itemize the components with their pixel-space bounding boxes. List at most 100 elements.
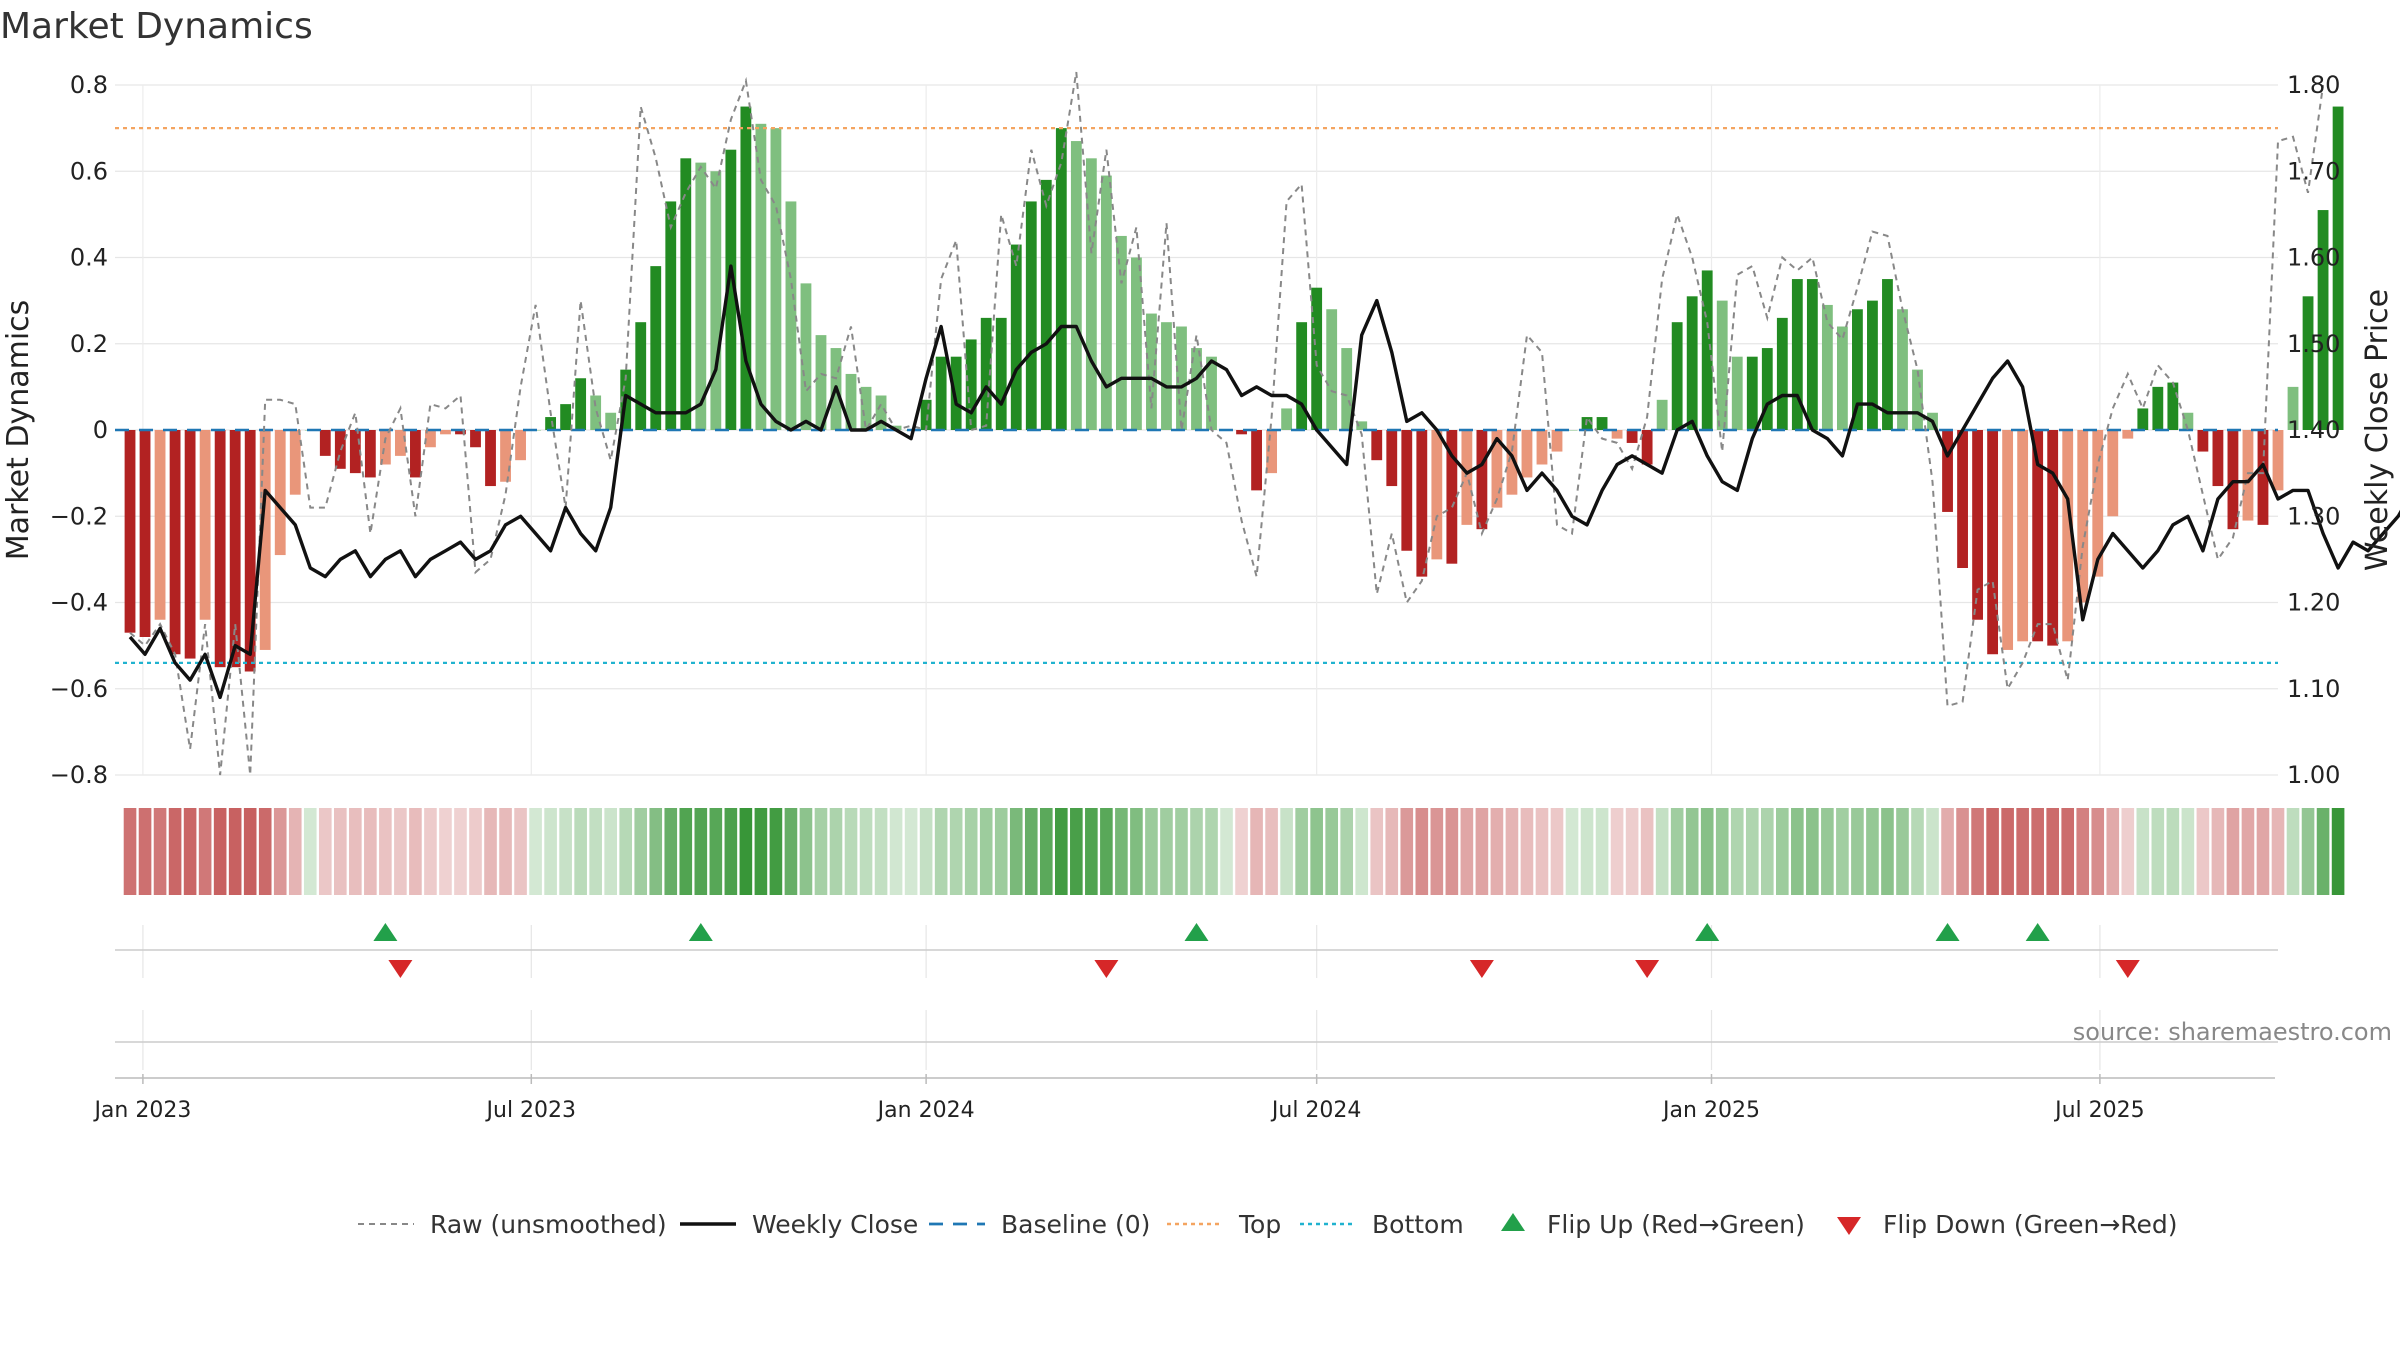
dynamics-bar — [1506, 430, 1518, 495]
strip-cell — [544, 808, 557, 895]
dynamics-bar — [785, 201, 797, 430]
dynamics-bar — [1476, 430, 1488, 530]
dynamics-bar — [1536, 430, 1548, 465]
strip-cell — [1400, 808, 1414, 895]
dynamics-bar — [1641, 430, 1653, 465]
strip-cell — [318, 808, 332, 895]
dynamics-bar — [1416, 430, 1428, 577]
strip-cell — [1881, 808, 1894, 895]
strip-cell — [1325, 808, 1338, 895]
legend-item: Weekly Close — [680, 1210, 918, 1239]
dynamics-bar — [1776, 317, 1788, 430]
strip-cell — [1565, 808, 1579, 895]
dynamics-bar — [1115, 235, 1127, 430]
flip-down-marker — [1635, 960, 1660, 978]
strip-cell — [198, 808, 212, 895]
dynamics-bar — [635, 322, 647, 430]
dynamics-bar — [2272, 430, 2284, 491]
dynamics-bar — [379, 430, 391, 465]
strip-cell — [499, 808, 512, 895]
dynamics-bar — [139, 430, 151, 637]
flip-panel — [115, 923, 2278, 978]
legend-label: Bottom — [1372, 1210, 1464, 1239]
dynamics-bar — [259, 430, 271, 650]
dynamics-bar — [1146, 313, 1157, 430]
dynamics-bar — [2032, 430, 2044, 642]
legend-label: Flip Up (Red→Green) — [1547, 1210, 1805, 1239]
strip-cell — [2046, 808, 2059, 895]
dynamics-bar — [440, 430, 451, 435]
strip-cell — [1115, 808, 1128, 895]
strip-cell — [2151, 808, 2165, 895]
flip-up-marker — [688, 923, 713, 941]
dynamics-bar — [1897, 309, 1908, 430]
strip-cell — [919, 808, 933, 895]
dynamics-bar — [2302, 296, 2314, 430]
strip-cell — [469, 808, 482, 895]
strip-cell — [619, 808, 633, 895]
dynamics-bar — [1161, 322, 1172, 430]
y2-tick-label: 1.50 — [2287, 330, 2340, 358]
dynamics-bar — [1761, 348, 1773, 430]
strip-cell — [784, 808, 798, 895]
strip-cell — [1355, 808, 1369, 895]
strip-cell — [589, 808, 602, 895]
dynamics-bar — [485, 430, 496, 487]
legend-item: Bottom — [1300, 1210, 1464, 1239]
strip-cell — [1385, 808, 1399, 895]
legend-swatch-flip-down — [1837, 1217, 1861, 1235]
dynamics-bar — [500, 430, 511, 482]
dynamics-bar — [1491, 430, 1503, 508]
dynamics-bar — [1731, 356, 1743, 430]
dynamics-bar — [725, 149, 737, 430]
strip-cell — [859, 808, 873, 895]
dynamics-bar — [1266, 430, 1278, 474]
dynamics-bar — [1010, 244, 1022, 430]
empty-panel — [115, 1010, 2278, 1070]
dynamics-bar — [605, 412, 617, 430]
dynamics-bar — [1521, 430, 1533, 478]
dynamics-bar — [470, 430, 481, 448]
flip-down-marker — [388, 960, 413, 978]
dynamics-bar — [154, 430, 166, 620]
dynamics-bar — [2122, 430, 2134, 439]
dynamics-bar — [1716, 300, 1728, 430]
y2-tick-label: 1.40 — [2287, 416, 2340, 444]
strip-cell — [2076, 808, 2090, 895]
y-tick-label: −0.4 — [50, 589, 108, 617]
strip-cell — [1039, 808, 1053, 895]
x-tick-label: Jul 2024 — [1270, 1098, 1362, 1123]
dynamics-bar — [2257, 430, 2269, 525]
strip-cell — [1250, 808, 1263, 895]
strip-cell — [964, 808, 978, 895]
legend-item: Top — [1167, 1210, 1281, 1239]
y-tick-label: 0.6 — [70, 157, 108, 185]
legend-item: Baseline (0) — [929, 1210, 1150, 1239]
strip-cell — [1625, 808, 1639, 895]
x-tick-label: Jan 2025 — [1661, 1098, 1760, 1123]
strip-cell — [2286, 808, 2300, 895]
strip-cell — [1821, 808, 1834, 895]
strip-cell — [1730, 808, 1744, 895]
dynamics-bar — [770, 128, 782, 430]
strip-cell — [1700, 808, 1714, 895]
strip-cell — [2196, 808, 2210, 895]
dynamics-bar — [1836, 326, 1848, 430]
y-axis-left: −0.8 −0.6 −0.4 −0.2 0 0.2 0.4 0.6 0.8 — [50, 71, 108, 789]
strip-cell — [1145, 808, 1158, 895]
strip-cell — [379, 808, 392, 895]
dynamics-bar — [2017, 430, 2029, 642]
dynamics-bar — [1206, 356, 1217, 430]
strip-cell — [709, 808, 723, 895]
strip-cell — [814, 808, 828, 895]
dynamics-bar — [920, 399, 932, 430]
raw-line — [129, 71, 2325, 776]
dynamics-bar — [2212, 430, 2224, 487]
strip-cell — [364, 808, 377, 895]
dynamics-bar — [2077, 430, 2089, 603]
strip-cell — [2001, 808, 2014, 895]
strip-cell — [1295, 808, 1308, 895]
strip-cell — [1070, 808, 1083, 895]
strip-cell — [1670, 808, 1684, 895]
dynamics-bar — [1191, 348, 1202, 430]
